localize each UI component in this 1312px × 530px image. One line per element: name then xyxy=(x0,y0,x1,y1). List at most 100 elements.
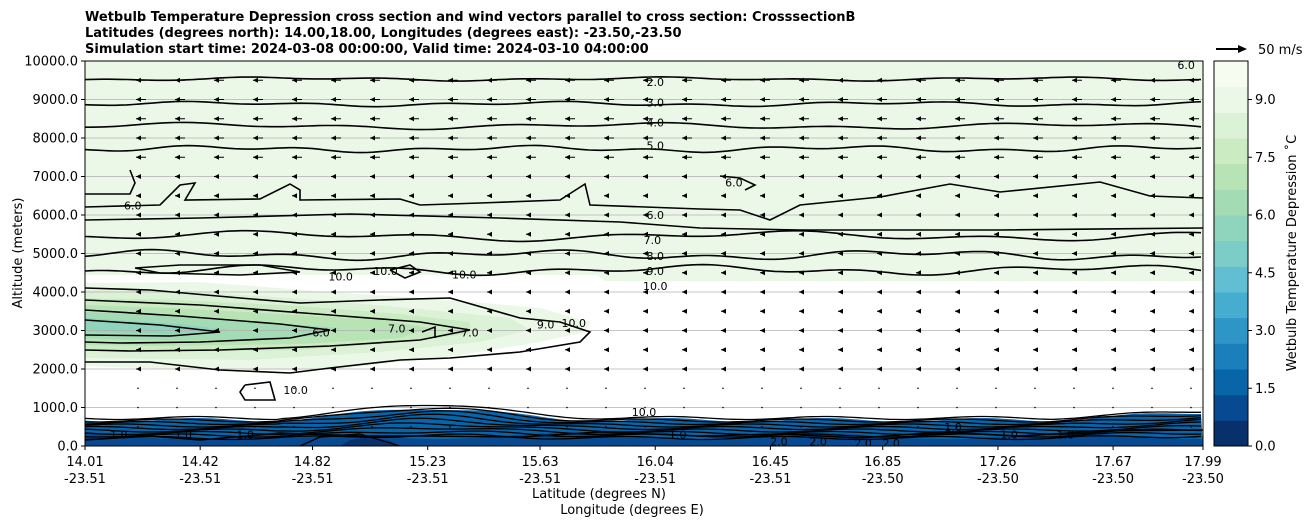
wind-vector-head xyxy=(214,251,219,256)
wind-vector-head xyxy=(409,212,414,218)
wind-vector-head xyxy=(1111,251,1116,256)
wind-vector-head xyxy=(292,116,297,122)
colorbar-swatch xyxy=(1214,343,1248,370)
wind-vector xyxy=(722,387,724,390)
wind-vector xyxy=(137,425,139,428)
wind-vector-head xyxy=(994,97,999,102)
wind-vector xyxy=(995,406,997,409)
wind-vector-head xyxy=(604,154,609,160)
contour-label-23: 1.0 xyxy=(175,428,193,441)
wind-vector-head xyxy=(799,97,804,102)
wind-vector-head xyxy=(370,251,375,256)
wind-vector-head xyxy=(838,231,843,237)
wind-vector-head xyxy=(526,366,531,372)
wind-vector-head xyxy=(760,116,765,122)
wind-vector-head xyxy=(331,270,336,276)
wind-vector xyxy=(449,425,451,428)
chart-title-line-2: Latitudes (degrees north): 14.00,18.00, … xyxy=(85,26,682,41)
wind-vector-head xyxy=(331,154,336,160)
contour-line-10-low xyxy=(239,381,277,401)
wind-vector-head xyxy=(409,366,414,372)
wind-vector-head xyxy=(955,270,960,276)
contour-label-20: 10.0 xyxy=(283,384,308,397)
wind-vector-head xyxy=(136,116,141,122)
wind-vector xyxy=(683,425,685,428)
contour-line-5 xyxy=(85,144,1202,154)
wind-vector-head xyxy=(526,328,531,333)
wind-vector xyxy=(1112,387,1114,390)
wind-vector xyxy=(410,387,412,390)
wind-vector xyxy=(800,425,802,428)
wind-vector xyxy=(878,406,880,409)
contour-line-8-lower xyxy=(85,309,331,344)
wind-vector xyxy=(683,406,685,409)
wind-vector-head xyxy=(1033,270,1038,276)
wind-vector-head xyxy=(838,366,843,372)
contour-line-4 xyxy=(85,121,1202,131)
contour-line-6c xyxy=(85,213,1203,231)
wind-vector-head xyxy=(877,212,882,218)
wind-vector-head xyxy=(1189,308,1194,314)
wind-vector-head xyxy=(721,116,726,122)
wind-vector-head xyxy=(214,193,219,199)
wind-vector-head xyxy=(1033,174,1038,179)
wind-vector-head xyxy=(214,366,219,372)
wind-vector-head xyxy=(994,270,999,276)
contour-label-12: 10.0 xyxy=(328,271,353,284)
wind-vector-head xyxy=(838,212,843,218)
wind-vector-head xyxy=(409,77,414,83)
wind-vector-head xyxy=(604,366,609,372)
wind-vector-head xyxy=(955,366,960,372)
contour-labels: 2.0 3.0 4.0 5.0 6.0 6.0 6.0 6.0 7.0 8.0 9.0 10.0 10.… xyxy=(110,61,1195,446)
wind-vector-head xyxy=(760,231,765,237)
wind-vector-head xyxy=(214,347,219,353)
wind-vector-head xyxy=(721,270,726,276)
wind-vector-head xyxy=(916,289,921,295)
wind-vector-head xyxy=(838,135,843,141)
wind-vector-head xyxy=(1150,328,1155,333)
wind-vector-head xyxy=(565,328,570,333)
wind-vector-head xyxy=(916,174,921,179)
wind-vector-head xyxy=(409,154,414,160)
contour-line-10-pocket-a xyxy=(134,264,301,276)
wind-vector xyxy=(332,425,334,428)
wind-vector-head xyxy=(331,328,336,333)
wind-vector xyxy=(1034,387,1036,390)
x-tick-label-lat: 16.04 xyxy=(637,455,674,470)
x-tick-label-lat: 14.42 xyxy=(182,455,219,470)
wind-vector-head xyxy=(994,231,999,237)
contour-label-15: 10.0 xyxy=(562,317,587,330)
wind-vector-head xyxy=(253,174,258,179)
wind-vector-head xyxy=(136,270,141,276)
wind-vector-head xyxy=(136,193,141,199)
wind-vector-head xyxy=(526,97,531,102)
y-tick-label: 2000.0 xyxy=(33,363,79,378)
colorbar-swatch xyxy=(1214,292,1248,319)
wind-vector-head xyxy=(994,174,999,179)
wind-vector-head xyxy=(1033,193,1038,199)
wind-vector-head xyxy=(994,193,999,199)
wind-vector-head xyxy=(604,116,609,122)
wind-vector xyxy=(956,406,958,409)
colorbar-tick-label: 4.5 xyxy=(1255,266,1276,281)
wind-vector-head xyxy=(409,174,414,179)
contour-label-19: 6.0 xyxy=(312,326,330,339)
contour-label-13: 10.0 xyxy=(373,265,398,278)
wind-vector-head xyxy=(643,289,648,295)
wind-vector xyxy=(176,387,178,390)
y-tick-label: 8000.0 xyxy=(33,132,79,147)
wind-vector-head xyxy=(292,174,297,179)
wind-vector-head xyxy=(1111,193,1116,199)
wind-vector-head xyxy=(253,116,258,122)
wind-vector-head xyxy=(1111,154,1116,160)
contour-label-25: 1.0 xyxy=(669,428,687,441)
wind-vector-head xyxy=(994,77,999,83)
contour-line-surface-8 xyxy=(85,433,1202,441)
wind-vector-head xyxy=(526,135,531,141)
wind-vector xyxy=(1034,425,1036,428)
wind-vector-head xyxy=(253,77,258,83)
x-tick-label-lon: -23.50 xyxy=(1092,472,1134,487)
colorbar-tick-label: 1.5 xyxy=(1255,382,1276,397)
x-tick-label-lon: -23.51 xyxy=(749,472,791,487)
wind-vector-head xyxy=(1033,231,1038,237)
